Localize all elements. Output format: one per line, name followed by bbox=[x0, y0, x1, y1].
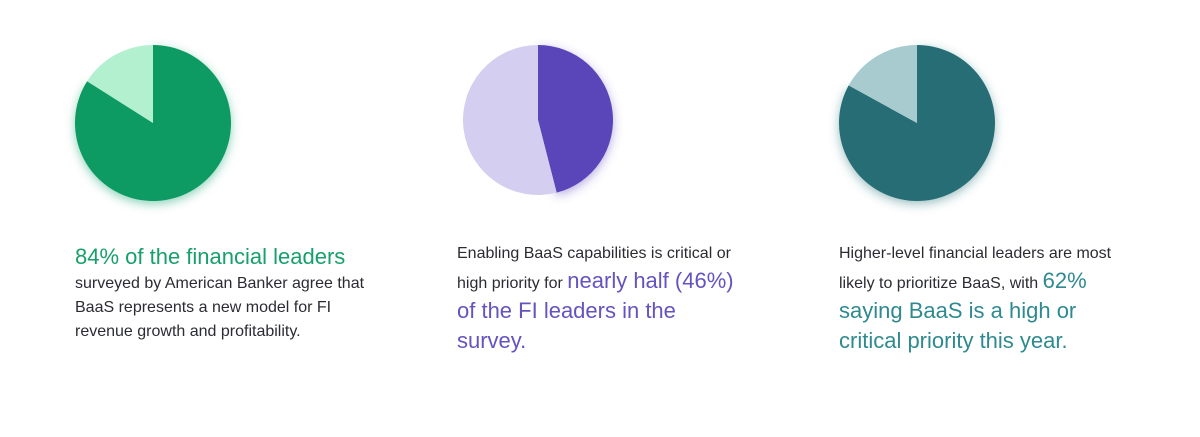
caption-text: surveyed by American Banker agree that B… bbox=[75, 275, 365, 340]
pie-slice bbox=[87, 45, 153, 123]
caption-highlight: nearly half (46%) of the FI leaders in t… bbox=[457, 268, 734, 353]
pie-slice bbox=[75, 45, 232, 201]
caption: 84% of the financial leaders surveyed by… bbox=[75, 242, 365, 344]
caption: Enabling BaaS capabilities is critical o… bbox=[457, 242, 747, 356]
caption-highlight: 84% of the financial leaders bbox=[75, 244, 346, 269]
pie-slice bbox=[848, 44, 917, 123]
caption-highlight: 62% saying BaaS is a high or critical pr… bbox=[839, 268, 1087, 353]
pie-slice bbox=[463, 45, 557, 195]
caption-text: Enabling BaaS capabilities is critical o… bbox=[457, 245, 731, 292]
caption-text: Higher-level financial leaders are most … bbox=[839, 245, 1112, 292]
caption: Higher-level financial leaders are most … bbox=[839, 242, 1129, 356]
pie-slice bbox=[538, 45, 613, 193]
